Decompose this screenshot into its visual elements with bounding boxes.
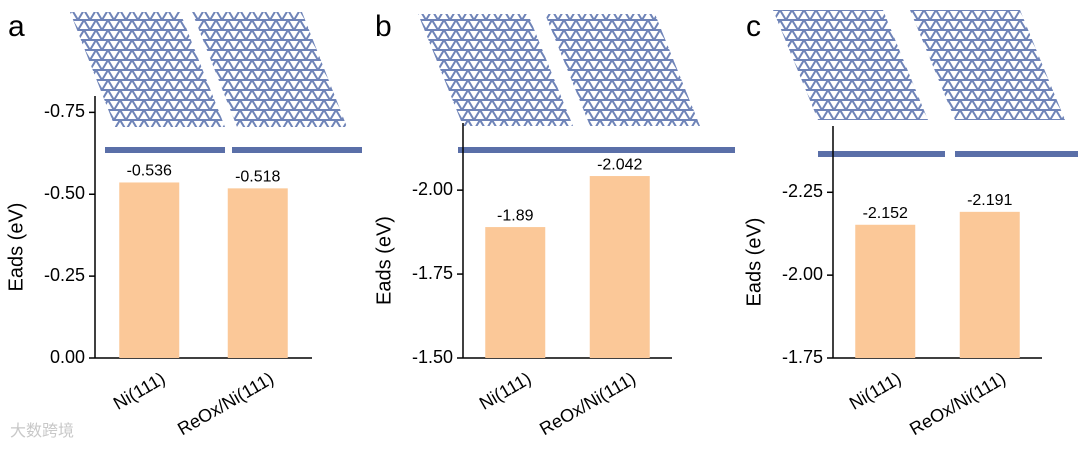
- x-tick-label: Ni(111): [846, 368, 905, 414]
- y-axis-label: Eads (eV): [5, 203, 27, 292]
- y-tick-label: 0.00: [50, 347, 85, 367]
- structure-image: [773, 10, 928, 120]
- side-view: [232, 147, 362, 153]
- side-view: [592, 147, 735, 153]
- value-label: -0.536: [127, 163, 172, 180]
- side-view: [105, 147, 225, 153]
- structure-image: [70, 12, 225, 127]
- y-tick-label: -2.00: [782, 264, 823, 284]
- x-tick-label: ReOx/Ni(111): [174, 368, 277, 439]
- y-tick-label: -2.25: [782, 181, 823, 201]
- value-label: -2.152: [863, 205, 908, 222]
- side-view: [818, 151, 945, 157]
- panel-label: b: [375, 10, 392, 43]
- y-axis-label: Eads (eV): [743, 218, 765, 307]
- x-tick-label: ReOx/Ni(111): [536, 368, 639, 439]
- x-tick-label: Ni(111): [110, 368, 169, 414]
- y-tick-label: -0.75: [44, 101, 85, 121]
- y-tick-label: -2.00: [412, 179, 453, 199]
- value-label: -0.518: [235, 169, 280, 186]
- watermark: 大数跨境: [10, 421, 74, 440]
- y-tick-label: -0.50: [44, 183, 85, 203]
- y-tick-label: -0.25: [44, 265, 85, 285]
- structure-image: [545, 14, 700, 126]
- structure-image: [418, 14, 573, 126]
- structure-image: [192, 12, 347, 127]
- bar: [959, 211, 1020, 358]
- y-tick-label: -1.75: [782, 347, 823, 367]
- y-axis-label: Eads (eV): [373, 216, 395, 305]
- bar: [485, 227, 546, 358]
- y-tick-label: -1.50: [412, 347, 453, 367]
- bar: [119, 182, 180, 358]
- bar: [589, 176, 650, 358]
- value-label: -2.191: [967, 192, 1012, 209]
- structure-image: [910, 10, 1065, 120]
- bar: [227, 188, 288, 358]
- value-label: -1.89: [497, 207, 534, 224]
- panel-label: a: [8, 10, 25, 43]
- side-view: [955, 151, 1078, 157]
- x-tick-label: Ni(111): [476, 368, 535, 414]
- value-label: -2.042: [597, 156, 642, 173]
- x-tick-label: ReOx/Ni(111): [906, 368, 1009, 439]
- bar: [855, 224, 916, 358]
- y-tick-label: -1.75: [412, 263, 453, 283]
- side-view: [458, 147, 600, 153]
- panel-label: c: [746, 10, 761, 43]
